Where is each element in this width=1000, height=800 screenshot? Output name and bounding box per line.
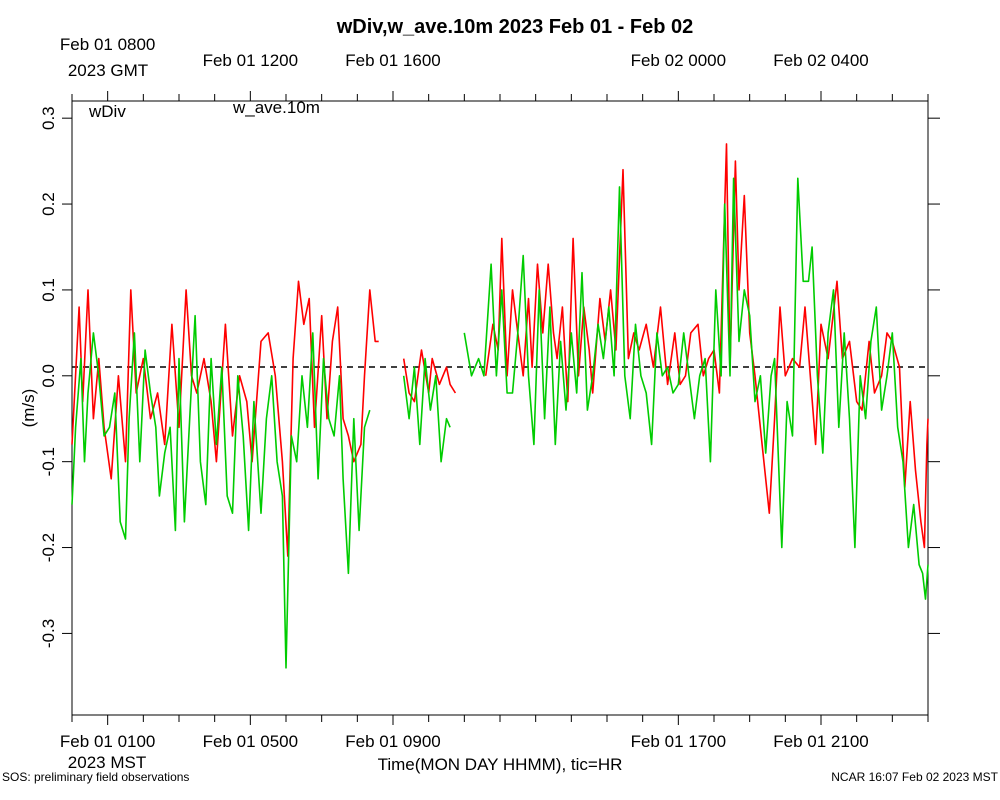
top-axis-tick-labels: Feb 01 0800 Feb 01 1200 Feb 01 1600 Feb 02 … (60, 35, 869, 70)
x-axis-ticks (71, 91, 929, 725)
y-tick-label: -0.2 (39, 533, 58, 562)
y-axis-label: (m/s) (19, 389, 38, 428)
series-line-w-ave-10m (71, 314, 371, 669)
y-tick-label: 0.0 (39, 364, 58, 388)
series-line-w-ave-10m (402, 357, 451, 463)
bottom-axis-tick-label: Feb 01 1700 (631, 732, 726, 751)
series-line-wdiv (71, 280, 379, 557)
y-tick-label: 0.1 (39, 278, 58, 302)
legend-w-ave-10m: w_ave.10m (232, 98, 320, 117)
top-axis-tick-label: Feb 01 0800 (60, 35, 155, 54)
top-axis-tick-label: Feb 02 0000 (631, 51, 726, 70)
series-lines (71, 143, 929, 669)
top-axis-tz-label: 2023 GMT (68, 61, 148, 80)
footer-left: SOS: preliminary field observations (2, 770, 189, 784)
plot-frame (71, 100, 929, 716)
y-tick-label: 0.3 (39, 106, 58, 130)
top-axis-tick-label: Feb 01 1200 (203, 51, 298, 70)
footer-right: NCAR 16:07 Feb 02 2023 MST (831, 770, 998, 784)
x-axis-label: Time(MON DAY HHMM), tic=HR (378, 755, 623, 774)
y-tick-label: -0.1 (39, 447, 58, 476)
top-axis-tick-label: Feb 02 0400 (773, 51, 868, 70)
bottom-axis-tick-labels: Feb 01 0100 Feb 01 0500 Feb 01 0900 Feb 01 … (60, 732, 869, 751)
top-axis-tick-label: Feb 01 1600 (345, 51, 440, 70)
legend-wdiv: wDiv (88, 102, 126, 121)
y-axis: -0.3 -0.2 -0.1 0.0 0.1 0.2 0.3 (39, 106, 940, 648)
bottom-axis-tick-label: Feb 01 2100 (773, 732, 868, 751)
bottom-axis-tick-label: Feb 01 0500 (203, 732, 298, 751)
series-line-w-ave-10m (463, 177, 929, 600)
bottom-axis-tick-label: Feb 01 0100 (60, 732, 155, 751)
y-tick-label: -0.3 (39, 619, 58, 648)
chart-title: wDiv,w_ave.10m 2023 Feb 01 - Feb 02 (336, 16, 693, 38)
y-tick-label: 0.2 (39, 192, 58, 216)
bottom-axis-tick-label: Feb 01 0900 (345, 732, 440, 751)
bottom-axis-tz-label: 2023 MST (68, 753, 146, 772)
